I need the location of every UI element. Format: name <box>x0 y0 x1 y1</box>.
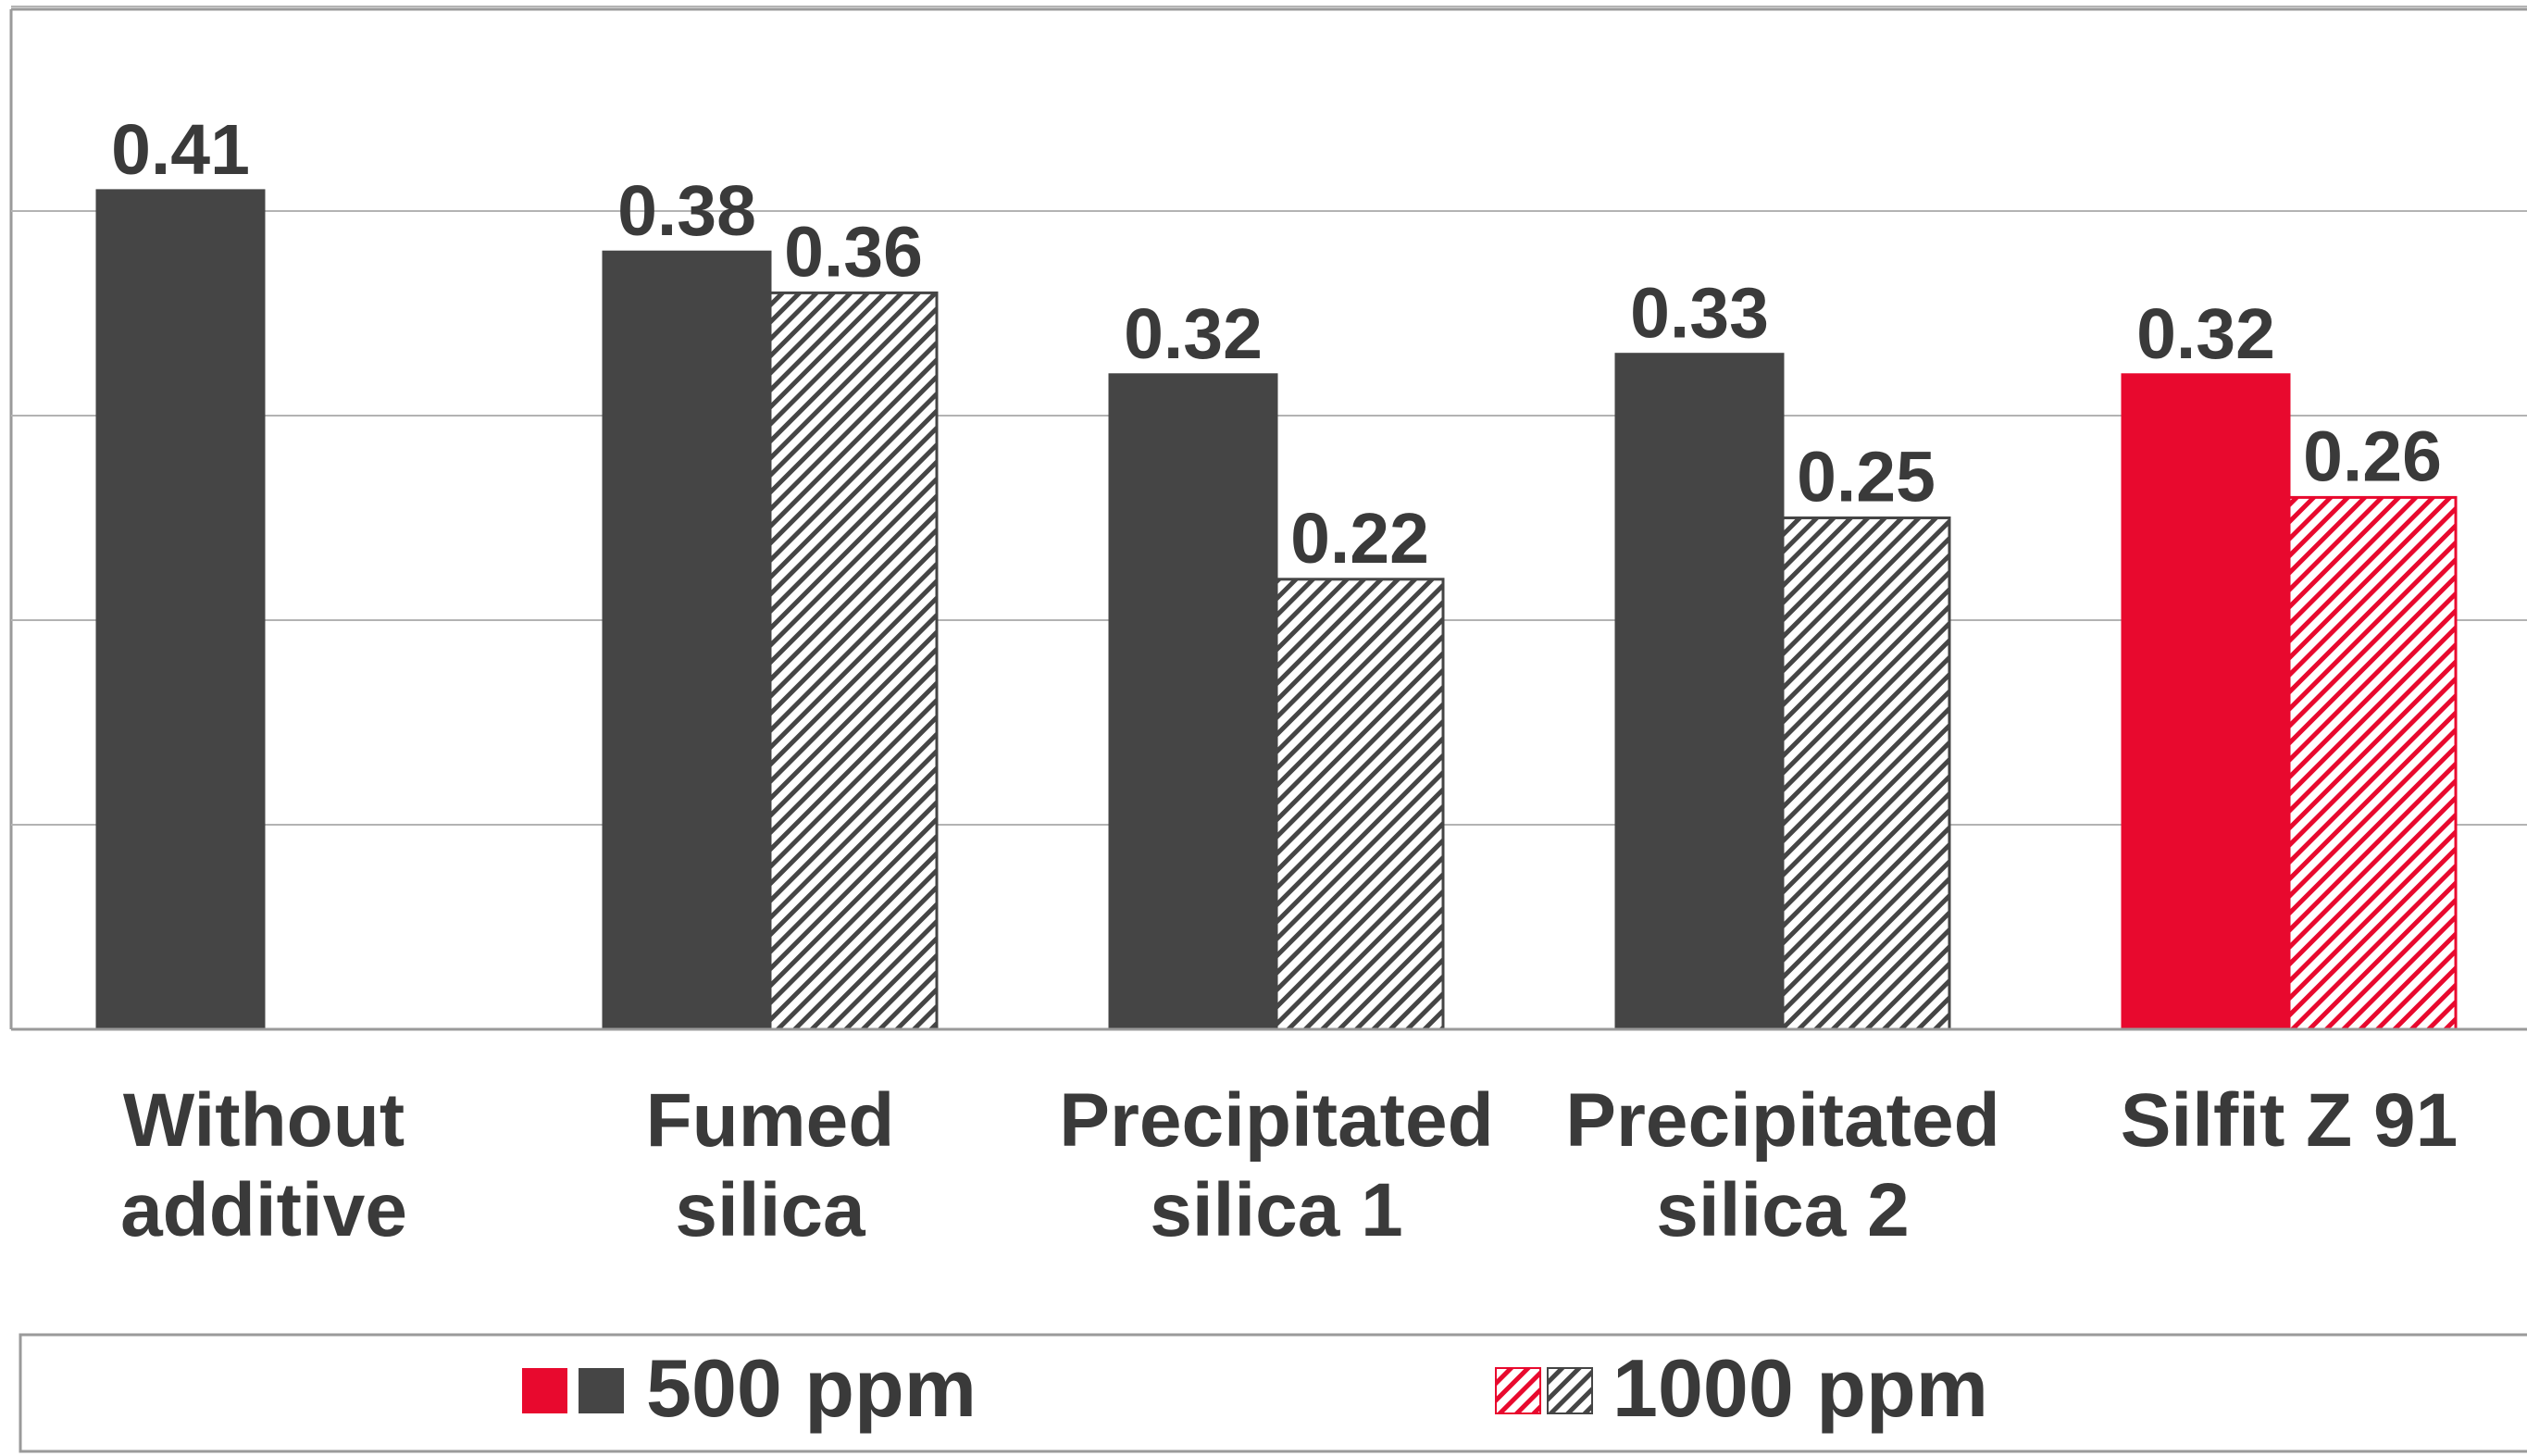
bar <box>2121 373 2291 1031</box>
category-label: silica <box>675 1168 866 1252</box>
category-label: silica 2 <box>1656 1168 1910 1252</box>
category-label: Fumed <box>646 1078 895 1163</box>
bar <box>1275 578 1445 1031</box>
bar <box>1781 516 1951 1031</box>
bar-value-label: 0.36 <box>784 212 923 292</box>
category-label: additive <box>120 1168 407 1252</box>
bar-value-label: 0.38 <box>617 171 756 251</box>
legend-box <box>19 1333 2527 1453</box>
legend-swatch-500-red <box>522 1368 567 1413</box>
category-label: Silfit Z 91 <box>2121 1078 2459 1163</box>
category-labels: WithoutadditiveFumedsilicaPrecipitatedsi… <box>120 1078 2458 1252</box>
bar-value-label: 0.32 <box>1124 294 1263 374</box>
bar <box>602 250 772 1031</box>
legend-swatch-500-gray <box>579 1368 624 1413</box>
bar <box>768 291 939 1031</box>
bar-value-label: 0.22 <box>1290 499 1429 579</box>
bar <box>95 189 266 1031</box>
legend-swatch-1000-gray <box>1547 1367 1593 1414</box>
legend: 500 ppm 1000 ppm <box>19 1333 2527 1453</box>
bar-value-label: 0.32 <box>2136 294 2275 374</box>
bar-value-label: 0.33 <box>1630 274 1769 354</box>
bar <box>2287 495 2458 1031</box>
category-label: silica 1 <box>1150 1168 1403 1252</box>
legend-label-1000: 1000 ppm <box>1612 1342 1988 1434</box>
plot-area: 0.41 0.38 0.36 0.32 0.22 0.33 0.25 0.32 0.26 <box>9 6 2527 1031</box>
bar-value-label: 0.25 <box>1797 438 1936 517</box>
bars <box>95 189 2458 1031</box>
category-label: Precipitated <box>1059 1078 1493 1163</box>
bar <box>1108 373 1278 1031</box>
category-label: Without <box>123 1078 405 1163</box>
category-label: Precipitated <box>1565 1078 1999 1163</box>
legend-swatch-1000-red <box>1495 1367 1541 1414</box>
bar-value-labels: 0.41 0.38 0.36 0.32 0.22 0.33 0.25 0.32 0.26 <box>111 110 2442 579</box>
bar-value-label: 0.26 <box>2303 417 2442 496</box>
bar-value-label: 0.41 <box>111 110 250 190</box>
legend-label-500: 500 ppm <box>646 1342 977 1434</box>
bar <box>1614 353 1785 1031</box>
